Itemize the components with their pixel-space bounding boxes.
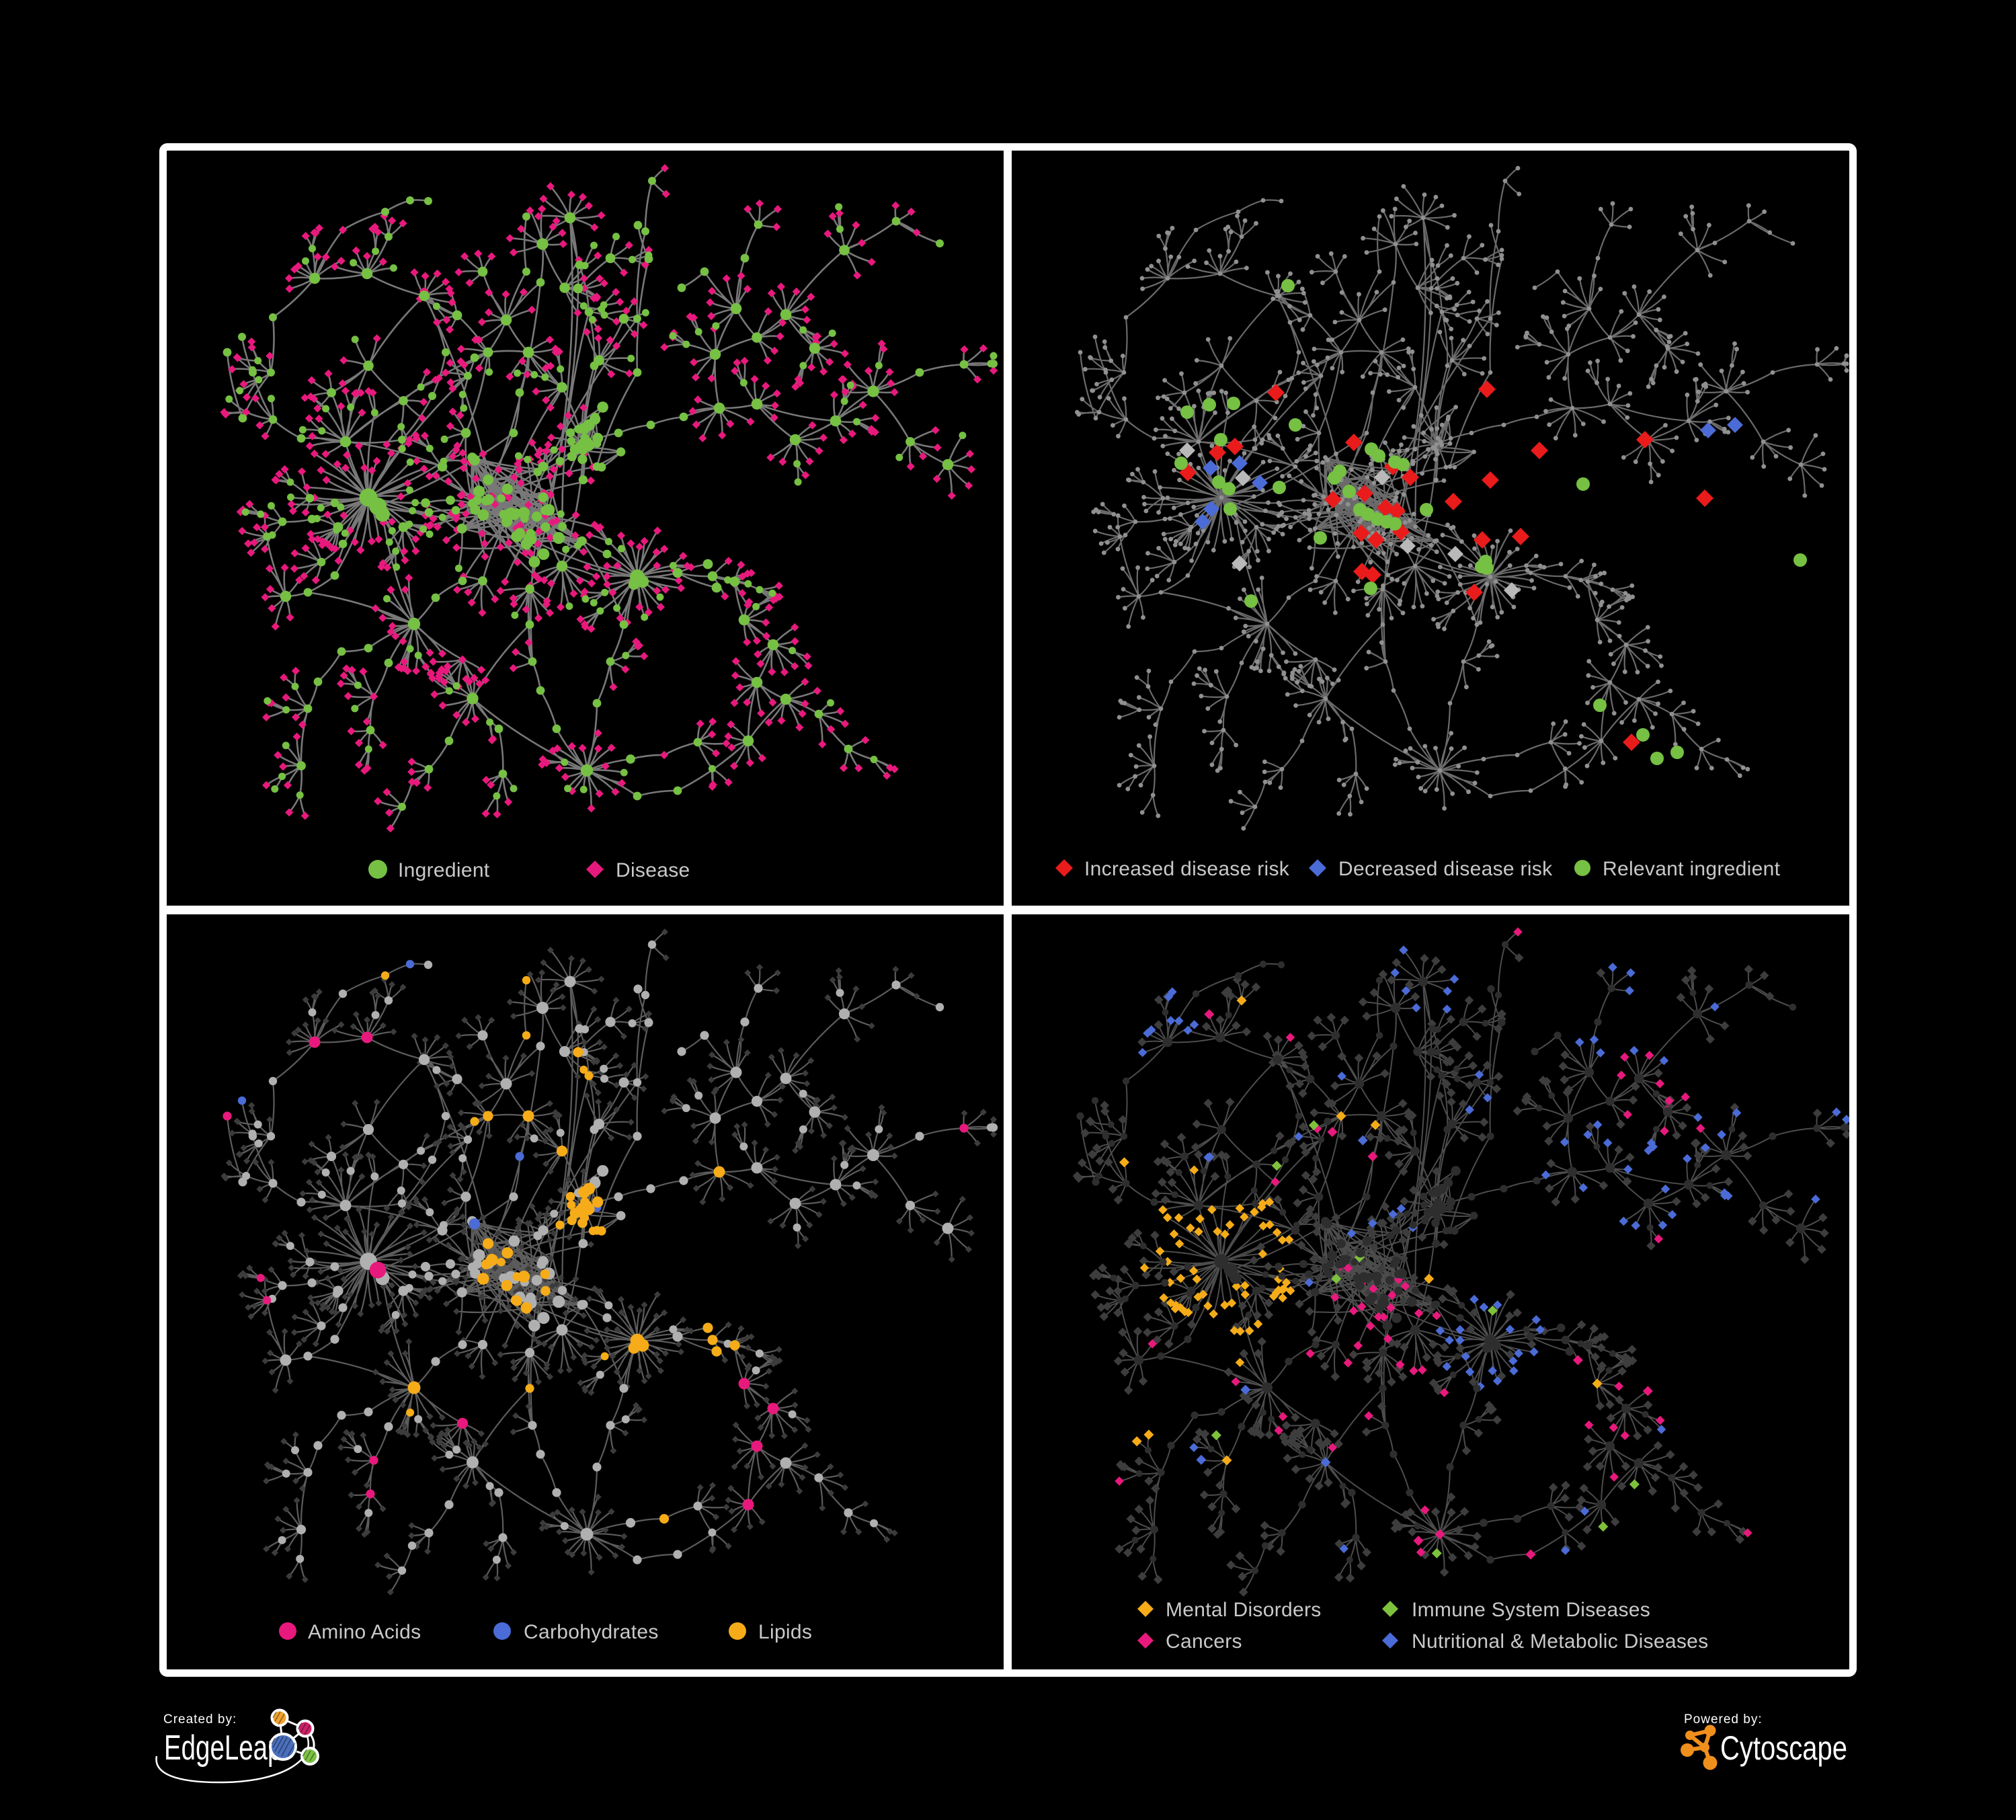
svg-text:EdgeLeap: EdgeLeap xyxy=(164,1728,282,1767)
svg-text:Decreased disease risk: Decreased disease risk xyxy=(1338,858,1553,880)
svg-text:Cancers: Cancers xyxy=(1166,1630,1242,1653)
svg-text:Mental Disorders: Mental Disorders xyxy=(1166,1599,1322,1621)
svg-text:Powered by:: Powered by: xyxy=(1684,1712,1763,1727)
svg-text:Increased disease risk: Increased disease risk xyxy=(1084,858,1290,880)
svg-text:Ingredient: Ingredient xyxy=(398,859,490,881)
svg-text:Amino Acids: Amino Acids xyxy=(308,1621,421,1643)
svg-text:Created by:: Created by: xyxy=(163,1712,237,1727)
svg-text:Disease: Disease xyxy=(616,859,690,881)
svg-text:Relevant ingredient: Relevant ingredient xyxy=(1603,858,1781,880)
svg-text:Immune System Diseases: Immune System Diseases xyxy=(1412,1599,1650,1621)
svg-text:Cytoscape: Cytoscape xyxy=(1720,1729,1847,1767)
svg-text:Nutritional & Metabolic Diseas: Nutritional & Metabolic Diseases xyxy=(1412,1630,1708,1653)
svg-text:Lipids: Lipids xyxy=(758,1621,812,1643)
svg-text:Carbohydrates: Carbohydrates xyxy=(524,1621,659,1643)
